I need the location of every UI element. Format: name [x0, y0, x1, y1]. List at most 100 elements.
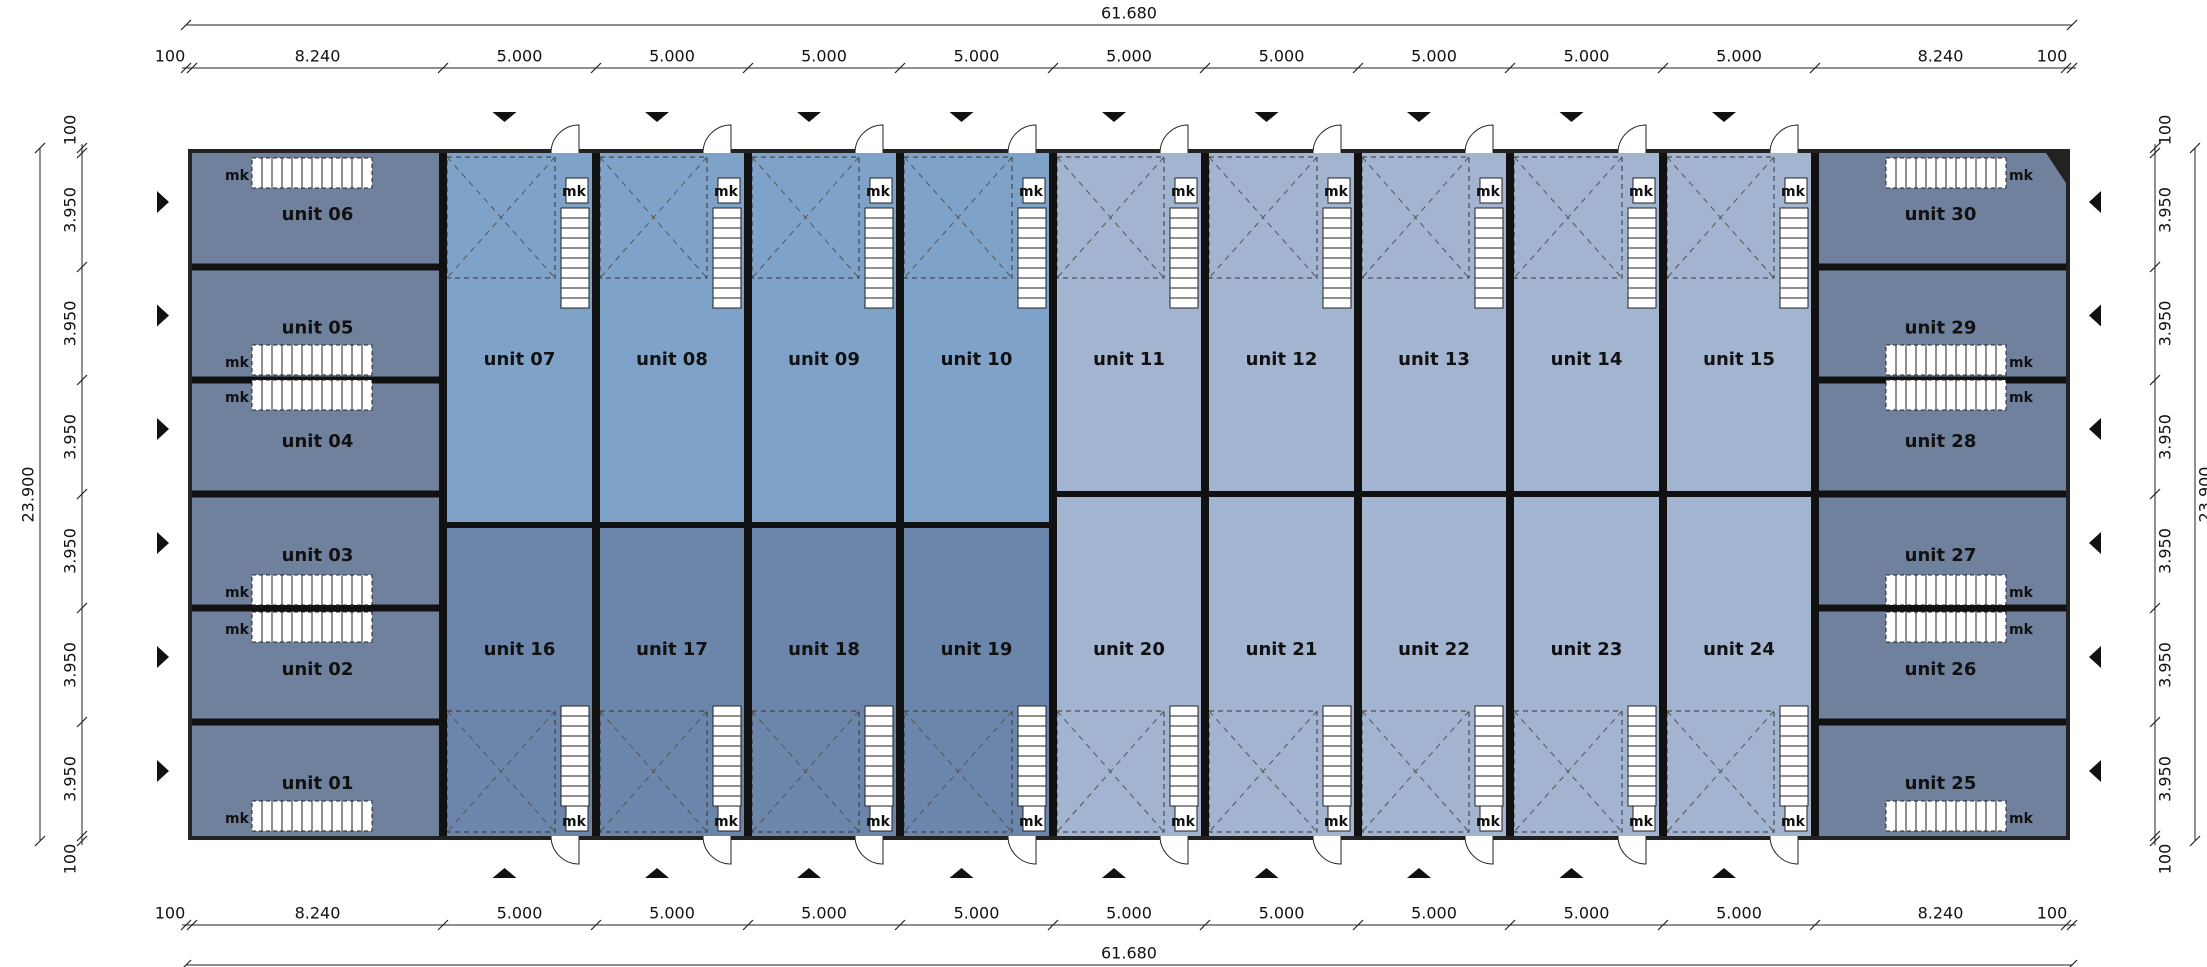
entrance-marker	[645, 112, 669, 122]
dimension-label: 3.950	[61, 756, 80, 802]
mk-box	[1632, 177, 1656, 204]
stair-label: mk	[2009, 355, 2034, 371]
unit-area	[1510, 153, 1663, 494]
dimension-tick	[1047, 919, 1059, 931]
door	[1464, 835, 1494, 865]
unit-label: unit 21	[1246, 639, 1318, 660]
loading-cross	[446, 156, 556, 279]
entrance-marker	[1102, 868, 1126, 878]
dimension-tick	[1809, 62, 1821, 74]
door	[1312, 835, 1342, 865]
dimension-tick	[1657, 62, 1669, 74]
dimension-label: 3.950	[61, 528, 80, 574]
side-marker	[2089, 760, 2101, 782]
dimension-label: 100	[155, 904, 186, 923]
dimension-tick	[186, 62, 198, 74]
door	[550, 124, 580, 154]
dimension-label: 3.950	[2156, 642, 2175, 688]
unit-label: unit 26	[1905, 659, 1977, 680]
door	[1464, 124, 1494, 154]
dimension-tick	[2189, 835, 2201, 847]
stair-label: mk	[225, 585, 250, 601]
door	[1159, 124, 1189, 154]
dimension-tick	[76, 261, 88, 273]
mk-box	[1327, 805, 1351, 832]
mk-box	[1174, 177, 1198, 204]
mk-box	[869, 177, 893, 204]
dimension-label: 3.950	[2156, 528, 2175, 574]
dimension-tick	[1199, 919, 1211, 931]
unit-label: unit 04	[282, 431, 354, 452]
loading-cross	[1666, 156, 1775, 279]
dimension-label: 5.000	[649, 47, 695, 66]
stair-label: mk	[1476, 814, 1501, 830]
door	[1617, 124, 1647, 154]
dimension-tick	[2149, 716, 2161, 728]
stair-label: mk	[1171, 814, 1196, 830]
dimension-total: 61.680	[1101, 4, 1157, 23]
entrance-marker	[1102, 112, 1126, 122]
unit-label: unit 16	[484, 639, 556, 660]
mk-box	[1022, 805, 1046, 832]
dimension-label: 3.950	[61, 414, 80, 460]
stair-label: mk	[1781, 184, 1806, 200]
dimension-tick	[76, 830, 88, 842]
door	[1007, 835, 1037, 865]
unit-label: unit 06	[282, 204, 354, 225]
dimension-tick	[1657, 919, 1669, 931]
stair-label: mk	[1629, 814, 1654, 830]
side-marker	[157, 191, 169, 213]
side-marker	[157, 760, 169, 782]
dimension-tick	[34, 835, 46, 847]
dimension-tick	[2060, 62, 2072, 74]
loading-zone	[1666, 710, 1775, 833]
entrance-marker	[949, 868, 974, 878]
unit-label: unit 12	[1246, 349, 1318, 370]
side-marker	[2089, 532, 2101, 554]
dimension-label: 5.000	[954, 47, 1000, 66]
stair-label: mk	[1629, 184, 1654, 200]
stair-label: mk	[562, 814, 587, 830]
unit-label: unit 08	[636, 349, 708, 370]
entrance-marker	[1407, 112, 1431, 122]
dimension-tick	[186, 919, 198, 931]
dimension-label: 100	[2156, 115, 2175, 146]
entrance-marker	[1559, 112, 1584, 122]
unit-label: unit 19	[941, 639, 1013, 660]
unit-label: unit 07	[484, 349, 556, 370]
dimension-label: 5.000	[801, 47, 847, 66]
stair-label: mk	[866, 814, 891, 830]
loading-cross	[903, 710, 1013, 833]
mk-box	[565, 177, 589, 204]
loading-cross	[446, 710, 556, 833]
dimension-label: 100	[2156, 844, 2175, 875]
loading-cross	[751, 156, 860, 279]
side-marker	[157, 418, 169, 440]
dimension-tick	[2149, 147, 2161, 159]
dimension-tick	[1352, 919, 1364, 931]
door	[702, 835, 732, 865]
dimension-tick	[76, 147, 88, 159]
dimension-label: 100	[2037, 904, 2068, 923]
dimension-label: 3.950	[2156, 756, 2175, 802]
stair-label: mk	[1324, 814, 1349, 830]
unit-label: unit 18	[788, 639, 860, 660]
stair-label: mk	[2009, 390, 2034, 406]
loading-cross	[1666, 710, 1775, 833]
dimension-label: 5.000	[1259, 47, 1305, 66]
stair-label: mk	[1476, 184, 1501, 200]
dimension-total: 61.680	[1101, 944, 1157, 963]
loading-zone	[1056, 710, 1165, 833]
mk-box	[717, 805, 741, 832]
dimension-tick	[76, 602, 88, 614]
dimension-tick	[183, 959, 192, 967]
unit-label: unit 30	[1905, 204, 1977, 225]
stair-label: mk	[225, 811, 250, 827]
entrance-marker	[1407, 868, 1431, 878]
stair-label: mk	[225, 355, 250, 371]
unit-label: unit 15	[1703, 349, 1775, 370]
loading-cross	[1056, 156, 1165, 279]
side-marker	[2089, 304, 2101, 327]
dimension-label: 5.000	[1106, 904, 1152, 923]
dimension-tick	[1199, 62, 1211, 74]
